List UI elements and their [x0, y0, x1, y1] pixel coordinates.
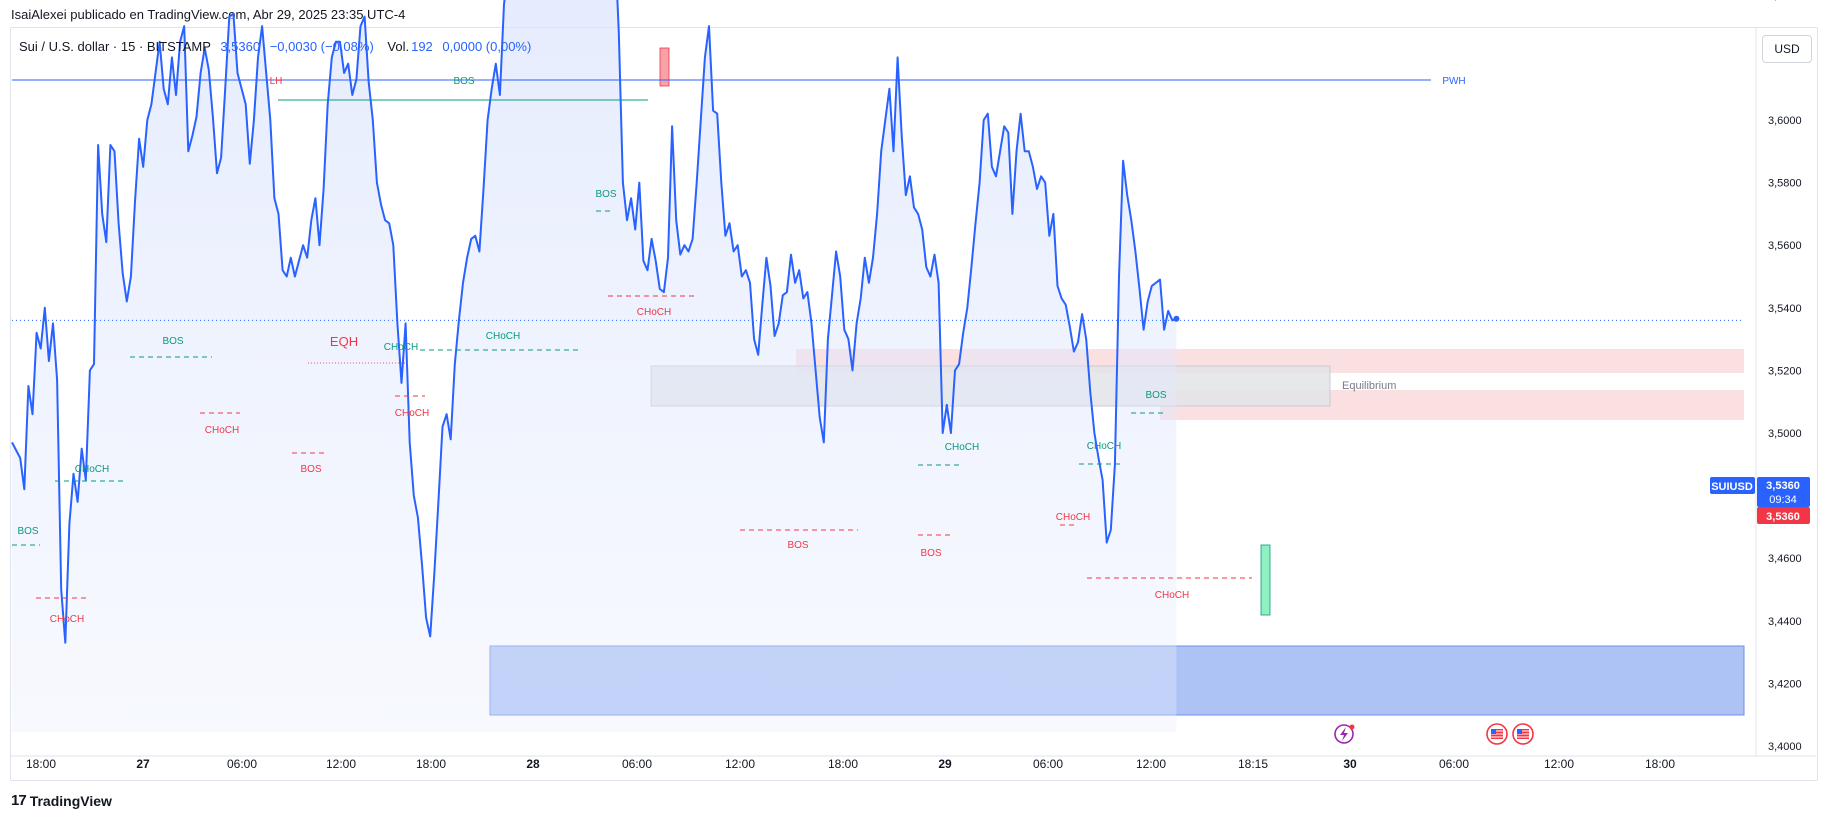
y-tick-label: 3,5600	[1768, 240, 1802, 252]
y-tick-label: 3,6400	[1768, 0, 1802, 2]
y-tick-label: 3,4200	[1768, 678, 1802, 690]
structure-label: LH	[270, 76, 283, 87]
last-price-label	[1757, 477, 1810, 507]
x-tick-label: 18:15	[1238, 757, 1268, 771]
symbol-badge	[1710, 477, 1755, 494]
structure-label: EQH	[330, 334, 358, 349]
structure-label: BOS	[17, 526, 38, 537]
tradingview-logo-icon: 17	[11, 792, 27, 809]
x-tick-label: 30	[1343, 757, 1357, 771]
price-label-red-text: 3,5360	[1766, 511, 1800, 523]
structure-label: BOS	[787, 540, 808, 551]
liquidity-box-red	[659, 47, 670, 87]
x-tick-label: 18:00	[828, 757, 858, 771]
countdown-text: 09:34	[1769, 494, 1797, 506]
volume-change: 0,0000 (0,00%)	[442, 39, 532, 54]
currency-button[interactable]: USD	[1762, 35, 1812, 63]
structure-label: CHoCH	[75, 464, 109, 475]
y-tick-label: 3,4400	[1768, 616, 1802, 628]
lightning-badge-dot	[1349, 724, 1355, 730]
y-tick-label: 3,5400	[1768, 303, 1802, 315]
chart-frame	[10, 27, 1818, 781]
tradingview-logo-text: TradingView	[29, 792, 112, 809]
last-price-dot	[1173, 315, 1180, 322]
y-tick-label: 3,5800	[1768, 178, 1802, 190]
structure-label: CHoCH	[486, 331, 520, 342]
structure-label: CHoCH	[1155, 590, 1189, 601]
y-tick-label: 3,6000	[1768, 115, 1802, 127]
structure-label: CHoCH	[1087, 441, 1121, 452]
equilibrium-label: Equilibrium	[1342, 380, 1396, 392]
structure-label: CHoCH	[205, 425, 239, 436]
published-by-text: IsaiAlexei publicado en TradingView.com,…	[11, 7, 406, 22]
symbol-legend: Sui / U.S. dollar · 15 · BITSTAMP 3,5360…	[19, 39, 531, 54]
symbol-badge-text: SUIUSD	[1711, 481, 1753, 493]
us-flag-canton-icon	[1491, 729, 1496, 734]
us-flag-canton-icon	[1517, 729, 1522, 734]
x-tick-label: 12:00	[326, 757, 356, 771]
x-tick-label: 06:00	[227, 757, 257, 771]
x-tick-label: 28	[526, 757, 540, 771]
liquidity-box-green	[1260, 544, 1271, 616]
structure-label: BOS	[1145, 390, 1166, 401]
structure-label: BOS	[162, 336, 183, 347]
x-tick-label: 18:00	[1645, 757, 1675, 771]
structure-label: BOS	[920, 548, 941, 559]
y-tick-label: 3,5000	[1768, 428, 1802, 440]
x-tick-label: 06:00	[622, 757, 652, 771]
legend-change: −0,0030 (−0,08%)	[269, 39, 374, 54]
price-label-red	[1757, 507, 1810, 524]
structure-label: CHoCH	[1056, 512, 1090, 523]
x-tick-label: 12:00	[725, 757, 755, 771]
x-tick-label: 12:00	[1136, 757, 1166, 771]
structure-label: CHoCH	[395, 408, 429, 419]
x-tick-label: 06:00	[1439, 757, 1469, 771]
structure-label: CHoCH	[384, 342, 418, 353]
structure-label: CHoCH	[945, 442, 979, 453]
structure-label: PWH	[1442, 76, 1465, 87]
structure-label: CHoCH	[637, 307, 671, 318]
price-line	[11, 0, 1177, 644]
structure-label: BOS	[300, 464, 321, 475]
tradingview-logo: 17 TradingView	[11, 792, 112, 809]
x-tick-label: 06:00	[1033, 757, 1063, 771]
structure-label: BOS	[595, 189, 616, 200]
x-tick-label: 29	[938, 757, 952, 771]
x-tick-label: 12:00	[1544, 757, 1574, 771]
symbol-name: Sui / U.S. dollar · 15 · BITSTAMP	[19, 39, 211, 54]
volume-value: 192	[411, 39, 433, 54]
y-tick-label: 3,4600	[1768, 553, 1802, 565]
x-tick-label: 18:00	[26, 757, 56, 771]
lightning-bolt-icon	[1340, 727, 1348, 741]
last-price-text: 3,5360	[1766, 480, 1800, 492]
x-tick-label: 18:00	[416, 757, 446, 771]
y-tick-label: 3,5200	[1768, 365, 1802, 377]
structure-label: CHoCH	[50, 614, 84, 625]
legend-price: 3,5360	[220, 39, 261, 54]
volume-label: Vol.	[387, 39, 410, 54]
structure-label: BOS	[453, 76, 474, 87]
y-tick-label: 3,4000	[1768, 741, 1802, 753]
x-tick-label: 27	[136, 757, 150, 771]
price-area-fill	[12, 0, 1177, 732]
